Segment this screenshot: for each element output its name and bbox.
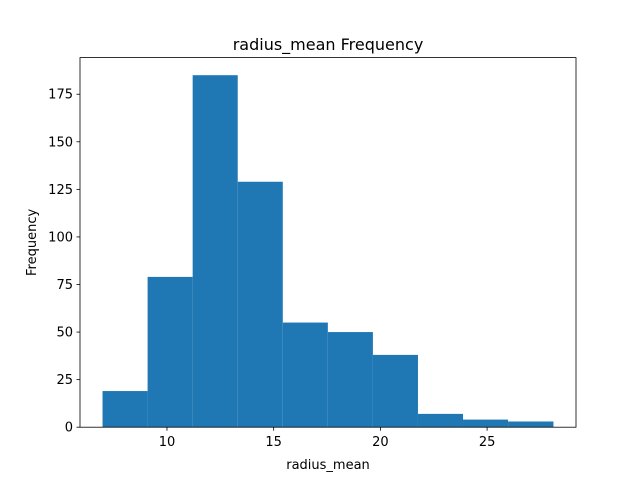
histogram-bar: [282, 322, 328, 428]
y-tick-label: 75: [56, 278, 73, 293]
histogram-bar: [147, 276, 193, 428]
histogram-bar: [508, 421, 554, 428]
x-axis-ticks: 10 15 20 25: [159, 427, 496, 450]
histogram-bar: [463, 419, 509, 428]
x-tick-label: 25: [479, 435, 496, 450]
x-tick-label: 20: [372, 435, 389, 450]
histogram-bar: [417, 413, 464, 428]
x-axis-label: radius_mean: [286, 458, 370, 473]
histogram-bar: [372, 354, 418, 428]
y-tick-label: 25: [56, 373, 73, 388]
y-tick-label: 0: [65, 421, 73, 436]
histogram-bar: [237, 181, 283, 428]
y-tick-label: 50: [56, 326, 73, 341]
y-tick-label: 125: [48, 183, 73, 198]
x-tick-label: 15: [265, 435, 282, 450]
histogram-bar: [192, 75, 238, 428]
y-tick-label: 150: [48, 135, 73, 150]
y-axis-label: Frequency: [25, 209, 40, 276]
y-axis-ticks: 0 25 50 75 100 125 150 175: [48, 88, 80, 436]
histogram-bar: [102, 391, 148, 428]
histogram-bar: [327, 332, 373, 428]
plot-frame: [79, 57, 577, 428]
y-tick-label: 100: [48, 230, 73, 245]
y-tick-label: 175: [48, 88, 73, 103]
x-tick-label: 10: [159, 435, 176, 450]
bars-group: [102, 75, 554, 428]
chart-title: radius_mean Frequency: [233, 35, 424, 55]
